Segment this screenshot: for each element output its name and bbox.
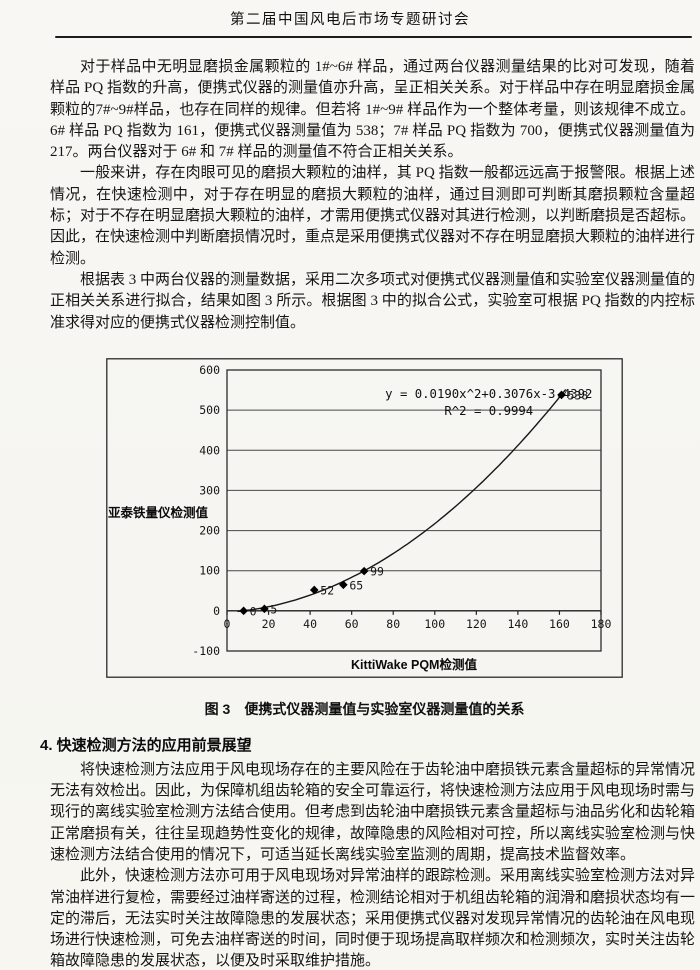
- x-tick-label: 40: [303, 617, 317, 631]
- figure-3: -100 0 100 200 300 400 500 600 0 20 40 60 80 100 120 14…: [106, 358, 623, 721]
- data-point-marker: [339, 580, 348, 589]
- y-tick-label: 300: [199, 483, 220, 497]
- y-tick-label: -100: [192, 644, 220, 658]
- data-point-marker: [359, 566, 369, 576]
- y-tick-label: 0: [213, 604, 220, 618]
- trendline-r-squared: R^2 = 0.9994: [444, 404, 533, 418]
- paragraph: 一般来讲，存在肉眼可见的磨损大颗粒的油样，其 PQ 指数一般都远远高于报警限。根…: [50, 165, 696, 267]
- y-tick-label: 100: [199, 564, 220, 578]
- data-point-label: 0: [250, 604, 257, 618]
- paragraph: 根据表 3 中两台仪器的测量数据，采用二次多项式对便携式仪器测量值和实验室仪器测…: [50, 271, 696, 331]
- x-tick-label: 180: [591, 617, 612, 631]
- data-point-marker: [260, 604, 269, 614]
- figure-caption: 图 3 便携式仪器测量值与实验室仪器测量值的关系: [204, 701, 525, 718]
- paragraph: 此外，快速检测方法亦可用于风电现场对异常油样的跟踪检测。采用离线实验室检测方法对…: [50, 868, 696, 970]
- data-point-marker: [239, 606, 248, 616]
- plot-border: [226, 369, 602, 652]
- y-axis-title: 亚泰铁量仪检测值: [108, 505, 209, 520]
- figure-border: [106, 358, 623, 678]
- page-content: 对于样品中无明显磨损金属颗粒的 1#~6# 样品，通过两台仪器测量结果的比对可发…: [40, 57, 696, 970]
- section-4-heading: 4. 快速检测方法的应用前景展望: [40, 737, 252, 755]
- y-tick-label: 200: [199, 523, 220, 537]
- data-point-label: 65: [349, 578, 363, 592]
- header-rule: [55, 36, 692, 38]
- y-tick-label: 400: [199, 443, 220, 457]
- trendline-equation: y = 0.0190x^2+0.3076x-3.4392: [385, 387, 592, 401]
- trendline-curve: [237, 388, 567, 612]
- y-tick-label: 600: [199, 363, 220, 377]
- x-tick-label: 120: [466, 617, 487, 631]
- data-point-label: 5: [270, 602, 277, 616]
- x-tick-label: 0: [224, 617, 231, 631]
- x-tick-label: 80: [386, 617, 400, 631]
- data-point-marker: [309, 585, 319, 595]
- x-tick-label: 60: [345, 617, 359, 631]
- scatter-chart-portable-vs-lab: -100 0 100 200 300 400 500 600 0 20 40 60 80 100 120 14…: [106, 358, 623, 678]
- x-tick-label: 20: [262, 617, 276, 631]
- y-tick-label: 500: [199, 403, 220, 417]
- data-point-label: 52: [320, 583, 334, 597]
- x-tick-label: 160: [549, 617, 570, 631]
- paragraph: 对于样品中无明显磨损金属颗粒的 1#~6# 样品，通过两台仪器测量结果的比对可发…: [50, 59, 695, 161]
- x-axis-title: KittiWake PQM检测值: [351, 657, 477, 672]
- data-point-label: 538: [568, 388, 589, 402]
- data-point-marker: [557, 390, 566, 400]
- x-tick-label: 140: [507, 617, 528, 631]
- x-tick-label: 100: [424, 617, 445, 631]
- paragraph: 将快速检测方法应用于风电现场存在的主要风险在于齿轮油中磨损铁元素含量超标的异常情…: [50, 761, 696, 863]
- data-point-label: 99: [370, 564, 384, 578]
- page-header-title: 第二届中国风电后市场专题研讨会: [230, 12, 470, 28]
